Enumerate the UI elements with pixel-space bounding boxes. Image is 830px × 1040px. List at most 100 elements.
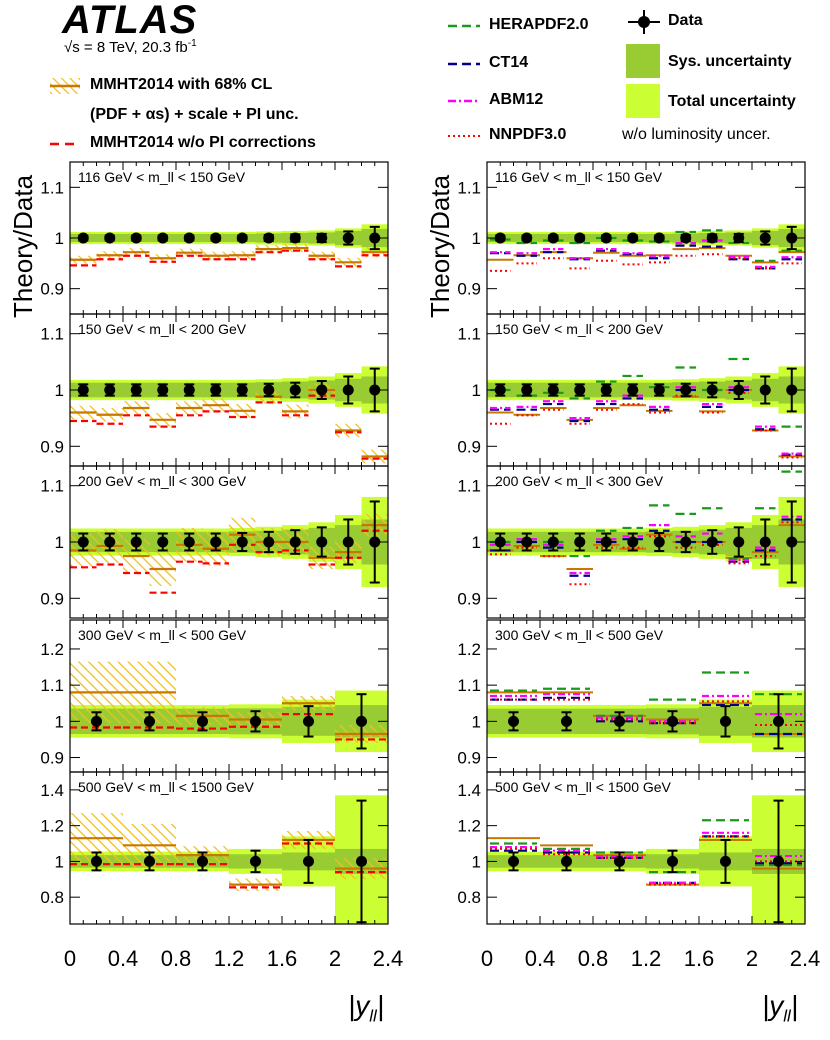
data-point (316, 384, 328, 396)
y-tick-label: 0.9 (457, 589, 481, 608)
data-point (250, 715, 261, 727)
data-point (521, 384, 533, 396)
y-tick-label: 1.1 (40, 477, 64, 496)
panel-left-5 (70, 795, 388, 924)
x-axis-title-right: |yll| (762, 990, 799, 1026)
data-point (289, 536, 301, 548)
y-tick-label: 1 (472, 229, 481, 248)
data-point (104, 232, 116, 244)
data-point (667, 855, 678, 867)
mmht-nopi-legend-swatch (50, 142, 80, 146)
data-point (653, 536, 665, 548)
abm12-legend-swatch (448, 99, 480, 103)
y-tick-label: 1.1 (457, 477, 481, 496)
panel-label: 200 GeV < m_ll < 300 GeV (78, 473, 247, 489)
data-point (130, 536, 142, 548)
data-point (183, 384, 195, 396)
data-point (236, 232, 248, 244)
y-tick-label: 1 (472, 712, 481, 731)
energy-text: √s = 8 TeV, 20.3 fb (64, 39, 188, 56)
data-point (494, 384, 506, 396)
data-point (547, 232, 559, 244)
data-point (786, 536, 798, 548)
data-point (369, 232, 381, 244)
data-point (494, 232, 506, 244)
data-point (680, 384, 692, 396)
data-point (574, 232, 586, 244)
x-tick-label: 1.6 (684, 946, 715, 971)
data-point (627, 536, 639, 548)
data-point (521, 536, 533, 548)
data-point (77, 232, 89, 244)
mmht-band-legend-swatch (50, 78, 80, 94)
data-point (197, 715, 208, 727)
data-point (210, 384, 222, 396)
data-point (759, 384, 771, 396)
y-tick-label: 1.1 (40, 178, 64, 197)
x-tick-label: 1.6 (267, 946, 298, 971)
data-point (494, 536, 506, 548)
y-tick-label: 1.1 (457, 325, 481, 344)
panel-right-4 (487, 671, 805, 753)
data-point (733, 536, 745, 548)
data-point (369, 536, 381, 548)
legend-abm12: ABM12 (489, 91, 544, 108)
data-point (144, 855, 155, 867)
data-point (316, 232, 328, 244)
energy-label: √s = 8 TeV, 20.3 fb-1 (64, 38, 197, 56)
legend-total: Total uncertainty (668, 93, 796, 110)
data-point (680, 232, 692, 244)
data-point (289, 384, 301, 396)
data-point (720, 715, 731, 727)
data-point (236, 536, 248, 548)
legend-note: w/o luminosity uncer. (622, 126, 771, 143)
panel-right-5 (487, 795, 805, 924)
data-point (706, 384, 718, 396)
y-tick-label: 0.9 (457, 437, 481, 456)
data-point (104, 384, 116, 396)
y-tick-label: 0.9 (40, 280, 64, 299)
y-tick-label: 1.2 (40, 640, 64, 659)
y-tick-label: 1.1 (457, 178, 481, 197)
legend-sys: Sys. uncertainty (668, 53, 792, 70)
y-tick-label: 1 (472, 381, 481, 400)
data-point (773, 715, 784, 727)
panel-label: 500 GeV < m_ll < 1500 GeV (495, 779, 672, 795)
data-point (733, 384, 745, 396)
data-point (547, 536, 559, 548)
data-point (157, 384, 169, 396)
data-point (104, 536, 116, 548)
data-point (144, 715, 155, 727)
data-point (342, 384, 354, 396)
panel-right-1 (487, 224, 805, 272)
data-point (210, 232, 222, 244)
data-point (614, 715, 625, 727)
data-point (263, 536, 275, 548)
data-point (600, 384, 612, 396)
data-point (786, 384, 798, 396)
data-point (316, 536, 328, 548)
data-point (574, 536, 586, 548)
x-tick-label: 2 (746, 946, 758, 971)
x-tick-label: 2.4 (790, 946, 821, 971)
y-tick-label: 1 (55, 852, 64, 871)
panel-left-1 (70, 224, 388, 268)
panel-label: 116 GeV < m_ll < 150 GeV (495, 169, 663, 185)
y-tick-label: 1 (55, 381, 64, 400)
x-tick-label: 1.2 (214, 946, 245, 971)
y-tick-label: 0.8 (40, 888, 64, 907)
data-point (508, 855, 519, 867)
y-tick-label: 0.9 (40, 589, 64, 608)
experiment-logo: ATLAS (62, 0, 198, 42)
y-tick-label: 0.9 (40, 437, 64, 456)
data-point (627, 384, 639, 396)
x-tick-label: 0.8 (578, 946, 609, 971)
ct14-legend-swatch (448, 62, 480, 66)
panel-label: 116 GeV < m_ll < 150 GeV (78, 169, 246, 185)
data-point (521, 232, 533, 244)
y-tick-label: 1.1 (40, 325, 64, 344)
data-point (733, 232, 745, 244)
panel-right-2 (487, 357, 805, 459)
data-point (356, 715, 367, 727)
